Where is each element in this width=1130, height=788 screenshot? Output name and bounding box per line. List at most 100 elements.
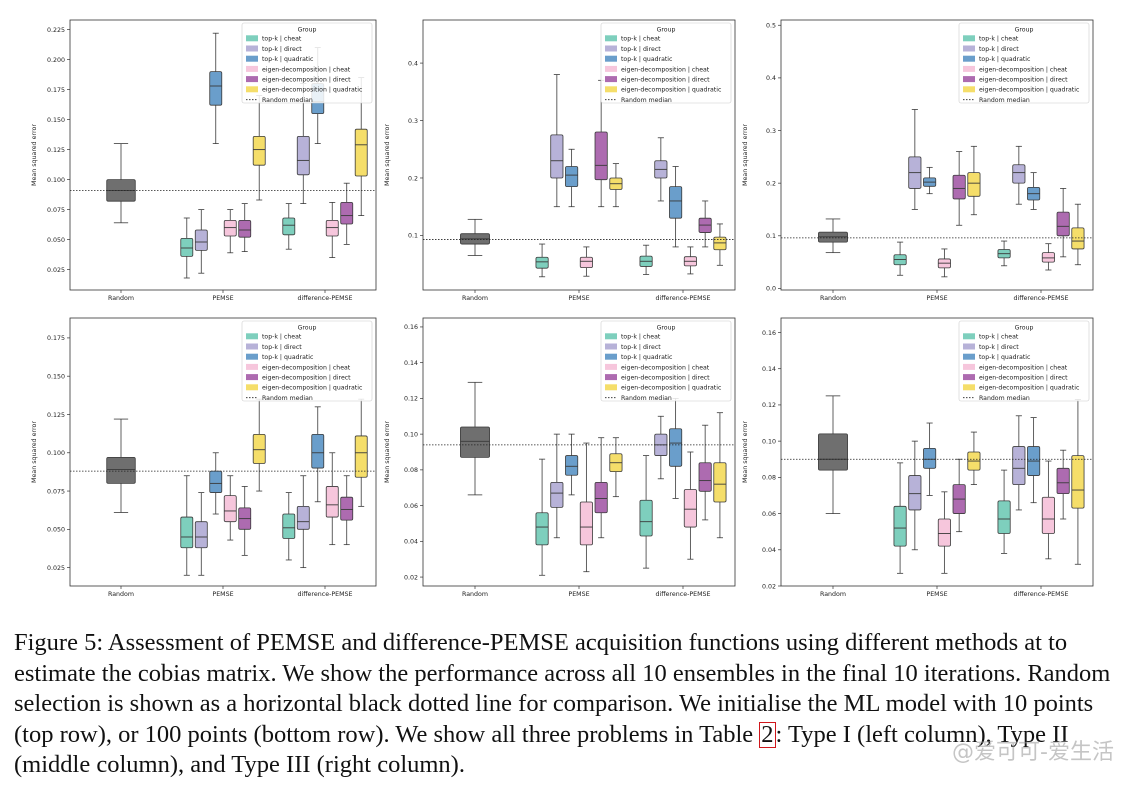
legend-label: eigen-decomposition | cheat <box>979 66 1068 73</box>
box-body <box>194 229 208 251</box>
legend-swatch <box>246 65 258 72</box>
box-topk-cheat <box>997 240 1011 267</box>
box-body <box>893 505 907 547</box>
legend-swatch <box>246 86 258 93</box>
legend-label: Random median <box>621 395 672 402</box>
box-body <box>908 475 922 511</box>
legend-swatch <box>605 76 617 83</box>
legend-label: eigen-decomposition | cheat <box>979 364 1068 371</box>
chart-legend: Group top-k | cheat top-k | direct top-k | … <box>241 320 373 402</box>
box-body <box>565 455 579 476</box>
box-topk-direct <box>194 492 208 576</box>
box-random <box>460 218 490 256</box>
x-tick-label: Random <box>820 295 846 302</box>
box-topk-cheat <box>282 492 296 561</box>
chart-panel-bottom-middle: 0.02 0.04 0.06 0.08 0.10 0.12 0.14 0.16 Mean squ… <box>384 317 736 598</box>
x-tick-label: Random <box>820 591 846 598</box>
box-topk-quadratic <box>669 166 683 248</box>
box-body <box>713 462 727 503</box>
legend-swatch <box>605 45 617 52</box>
legend-swatch <box>963 76 975 83</box>
box-topk-direct <box>908 440 922 551</box>
box-body <box>340 201 354 225</box>
y-tick-label: 0.1 <box>408 233 418 240</box>
legend-label: eigen-decomposition | quadratic <box>621 87 722 94</box>
legend-swatch <box>605 353 617 360</box>
legend-label: eigen-decomposition | direct <box>262 77 351 84</box>
legend-label: eigen-decomposition | direct <box>621 375 710 382</box>
box-topk-cheat <box>639 455 653 569</box>
box-topk-direct <box>1012 415 1026 511</box>
x-tick-label: difference-PEMSE <box>297 591 352 598</box>
chart-panel-top-right: 0.0 0.1 0.2 0.3 0.4 0.5 Mean squared error Rand… <box>742 19 1094 302</box>
box-topk-quadratic <box>923 422 937 496</box>
box-body <box>252 433 266 464</box>
y-tick-label: 0.10 <box>762 438 776 445</box>
y-tick-label: 0.16 <box>404 324 418 331</box>
box-eigen-direct <box>698 424 712 521</box>
box-body <box>967 172 981 197</box>
box-topk-cheat <box>535 458 549 576</box>
box-body <box>698 462 712 492</box>
y-tick-label: 0.200 <box>47 57 65 64</box>
y-tick-label: 0.150 <box>47 373 65 380</box>
legend-label: eigen-decomposition | direct <box>979 375 1068 382</box>
legend-label: top-k | cheat <box>979 36 1019 43</box>
box-eigen-cheat <box>579 246 593 277</box>
box-body <box>282 513 296 539</box>
x-tick-label: PEMSE <box>926 295 947 302</box>
box-body <box>565 166 579 187</box>
legend-label: eigen-decomposition | direct <box>979 77 1068 84</box>
legend-label: eigen-decomposition | direct <box>262 375 351 382</box>
y-tick-label: 0.3 <box>408 118 418 125</box>
box-eigen-direct <box>1056 188 1070 258</box>
box-eigen-cheat <box>325 201 339 259</box>
legend-label: top-k | quadratic <box>262 56 314 63</box>
box-eigen-quadratic <box>354 77 368 217</box>
box-body <box>579 256 593 268</box>
y-tick-label: 0.100 <box>47 177 65 184</box>
box-body <box>1071 227 1085 250</box>
legend-title: Group <box>657 325 676 332</box>
legend-label: top-k | direct <box>621 344 661 351</box>
box-eigen-cheat <box>683 246 697 275</box>
box-topk-cheat <box>893 241 907 276</box>
box-eigen-quadratic <box>967 145 981 216</box>
legend-label: top-k | direct <box>979 344 1019 351</box>
box-eigen-cheat <box>683 451 697 560</box>
legend-swatch <box>963 55 975 62</box>
y-tick-label: 0.02 <box>404 574 418 581</box>
legend-label: eigen-decomposition | quadratic <box>979 385 1080 392</box>
box-body <box>1056 211 1070 237</box>
box-body <box>937 518 951 547</box>
y-tick-label: 0.14 <box>762 366 776 373</box>
box-topk-cheat <box>997 469 1011 554</box>
legend-swatch <box>963 353 975 360</box>
box-body <box>325 219 339 237</box>
y-tick-label: 0.3 <box>766 128 776 135</box>
x-tick-label: PEMSE <box>212 295 233 302</box>
legend-swatch <box>605 86 617 93</box>
y-tick-label: 0.08 <box>404 467 418 474</box>
legend-swatch <box>963 45 975 52</box>
box-random <box>106 418 136 513</box>
legend-swatch <box>963 86 975 93</box>
box-topk-cheat <box>180 475 194 576</box>
figure-caption: Figure 5: Assessment of PEMSE and differ… <box>14 628 1118 781</box>
box-eigen-quadratic <box>713 412 727 539</box>
legend-label: eigen-decomposition | quadratic <box>262 385 363 392</box>
legend-label: top-k | cheat <box>621 36 661 43</box>
box-topk-direct <box>550 74 564 208</box>
box-body <box>550 481 564 508</box>
box-body <box>594 481 608 514</box>
box-topk-quadratic <box>565 148 579 208</box>
box-body <box>1071 455 1085 509</box>
y-tick-label: 0.02 <box>762 583 776 590</box>
y-axis-label: Mean squared error <box>742 124 749 186</box>
table-ref-link[interactable]: 2 <box>759 720 776 748</box>
legend-label: top-k | quadratic <box>621 56 673 63</box>
legend-label: Random median <box>262 97 313 104</box>
x-tick-label: difference-PEMSE <box>1013 591 1068 598</box>
y-tick-label: 0.2 <box>766 180 776 187</box>
y-tick-label: 0.04 <box>404 539 418 546</box>
